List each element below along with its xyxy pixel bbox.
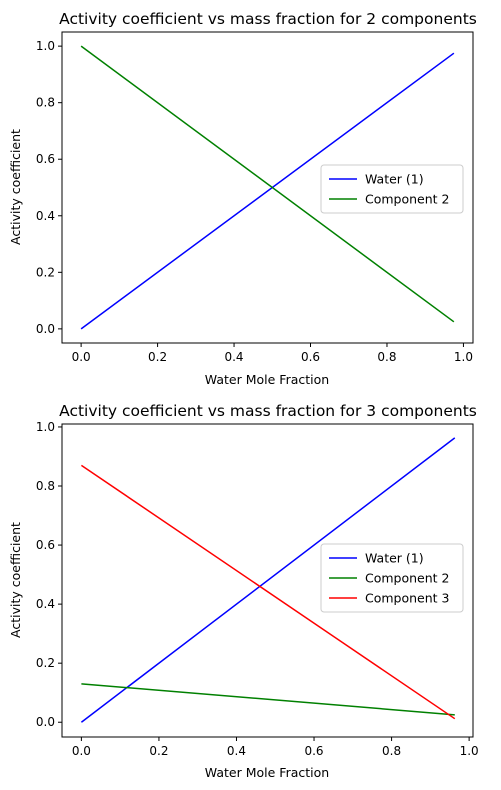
legend: Water (1) Component 2 xyxy=(320,164,464,214)
legend-entry: Water (1) xyxy=(365,172,424,187)
series-line-3 xyxy=(80,464,456,720)
ticks: 0.0 0.2 0.4 0.6 0.8 1.0 0.0 0.2 0.4 0.6 0.8 1.0 xyxy=(36,420,479,758)
x-tick-label: 0.6 xyxy=(304,744,323,758)
series-line-1 xyxy=(80,52,455,330)
x-tick-label: 0.0 xyxy=(72,744,91,758)
x-tick-label: 0.4 xyxy=(224,350,243,364)
legend-entry: Component 2 xyxy=(365,571,450,586)
x-tick-label: 0.6 xyxy=(301,350,320,364)
y-tick-label: 0.4 xyxy=(36,597,55,611)
chart-2-components: Activity coefficient vs mass fraction fo… xyxy=(8,10,477,387)
x-tick-label: 1.0 xyxy=(460,744,479,758)
y-tick-label: 0.6 xyxy=(36,538,55,552)
y-tick-label: 1.0 xyxy=(36,420,55,434)
legend-entry: Component 3 xyxy=(365,591,450,606)
legend-box xyxy=(320,543,464,613)
y-tick-label: 0.0 xyxy=(36,322,55,336)
y-tick-label: 0.8 xyxy=(36,479,55,493)
x-tick-label: 0.2 xyxy=(149,744,168,758)
y-tick-label: 0.2 xyxy=(36,265,55,279)
y-tick-label: 0.0 xyxy=(36,715,55,729)
x-tick-label: 0.2 xyxy=(148,350,167,364)
x-tick-label: 0.8 xyxy=(382,744,401,758)
y-tick-label: 1.0 xyxy=(36,39,55,53)
y-tick-label: 0.4 xyxy=(36,209,55,223)
x-tick-label: 0.0 xyxy=(72,350,91,364)
x-tick-label: 0.8 xyxy=(377,350,396,364)
series-line-2 xyxy=(80,45,455,323)
chart-title: Activity coefficient vs mass fraction fo… xyxy=(59,10,477,28)
y-axis-label: Activity coefficient xyxy=(8,522,23,638)
y-tick-label: 0.6 xyxy=(36,152,55,166)
y-axis-label: Activity coefficient xyxy=(8,129,23,245)
legend: Water (1) Component 2 Component 3 xyxy=(320,543,464,613)
y-tick-label: 0.2 xyxy=(36,656,55,670)
y-tick-label: 0.8 xyxy=(36,96,55,110)
plot-frame xyxy=(61,423,474,738)
series-layer xyxy=(80,45,455,330)
x-axis-label: Water Mole Fraction xyxy=(205,372,329,387)
series-line-2 xyxy=(81,683,455,716)
chart-3-components: Activity coefficient vs mass fraction fo… xyxy=(8,402,479,780)
x-axis-label: Water Mole Fraction xyxy=(205,765,329,780)
x-tick-label: 1.0 xyxy=(454,350,473,364)
series-layer xyxy=(80,437,456,723)
series-line-1 xyxy=(80,437,456,723)
legend-entry: Component 2 xyxy=(365,192,450,207)
legend-box xyxy=(320,164,464,214)
ticks: 0.0 0.2 0.4 0.6 0.8 1.0 0.0 0.2 0.4 0.6 0.8 1.0 xyxy=(36,39,473,364)
plot-frame xyxy=(61,31,474,344)
x-tick-label: 0.4 xyxy=(227,744,246,758)
chart-title: Activity coefficient vs mass fraction fo… xyxy=(59,402,477,420)
legend-entry: Water (1) xyxy=(365,551,424,566)
